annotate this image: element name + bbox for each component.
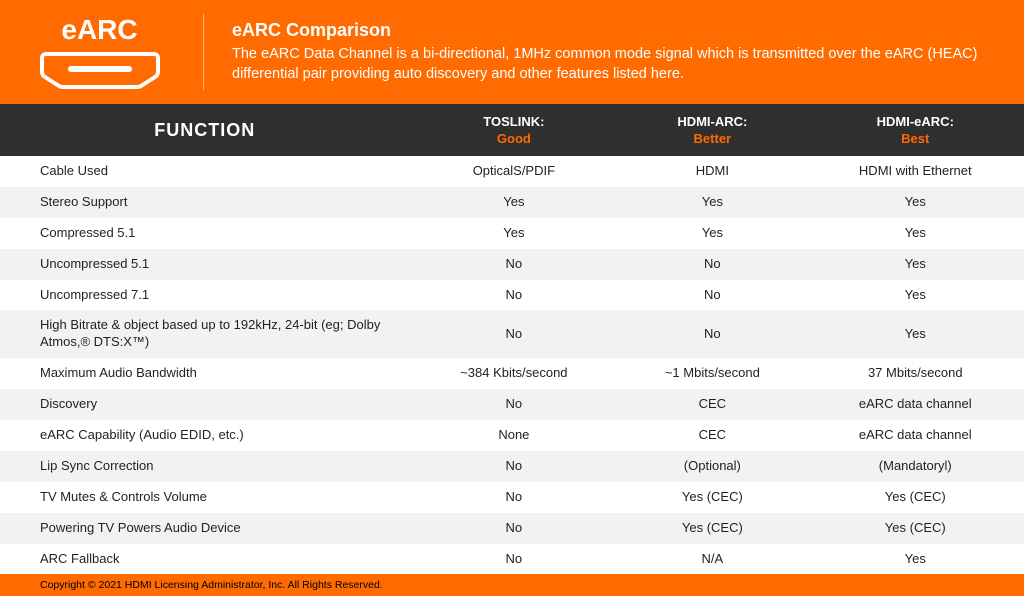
cell-earc: Yes (CEC) (807, 482, 1024, 513)
cell-toslink: No (410, 280, 619, 311)
cell-function: High Bitrate & object based up to 192kHz… (0, 310, 410, 358)
cell-earc: eARC data channel (807, 420, 1024, 451)
logo-label: eARC (61, 14, 137, 46)
banner-header: eARC eARC Comparison The eARC Data Chann… (0, 0, 1024, 104)
cell-function: eARC Capability (Audio EDID, etc.) (0, 420, 410, 451)
cell-function: TV Mutes & Controls Volume (0, 482, 410, 513)
table-row: Uncompressed 7.1NoNoYes (0, 280, 1024, 311)
col-earc-sub: Best (815, 131, 1016, 146)
table-row: Cable UsedOpticalS/PDIFHDMIHDMI with Eth… (0, 156, 1024, 187)
cell-function: Uncompressed 5.1 (0, 249, 410, 280)
table-row: Powering TV Powers Audio DeviceNoYes (CE… (0, 513, 1024, 544)
table-row: Uncompressed 5.1NoNoYes (0, 249, 1024, 280)
cell-arc: (Optional) (618, 451, 806, 482)
cell-toslink: No (410, 451, 619, 482)
cell-toslink: No (410, 513, 619, 544)
cell-earc: Yes (807, 544, 1024, 575)
cell-toslink: OpticalS/PDIF (410, 156, 619, 187)
col-earc: HDMI-eARC: Best (807, 104, 1024, 156)
table-row: Compressed 5.1YesYesYes (0, 218, 1024, 249)
table-row: Maximum Audio Bandwidth~384 Kbits/second… (0, 358, 1024, 389)
col-earc-label: HDMI-eARC: (877, 114, 954, 129)
col-toslink-label: TOSLINK: (483, 114, 544, 129)
col-toslink: TOSLINK: Good (410, 104, 619, 156)
logo-block: eARC (24, 14, 204, 90)
table-row: High Bitrate & object based up to 192kHz… (0, 310, 1024, 358)
cell-earc: Yes (807, 280, 1024, 311)
hdmi-port-icon (40, 50, 160, 90)
cell-earc: Yes (807, 187, 1024, 218)
table-row: ARC FallbackNoN/AYes (0, 544, 1024, 575)
cell-toslink: Yes (410, 218, 619, 249)
col-arc-sub: Better (626, 131, 798, 146)
cell-arc: HDMI (618, 156, 806, 187)
cell-arc: No (618, 249, 806, 280)
copyright-text: Copyright © 2021 HDMI Licensing Administ… (40, 579, 383, 591)
cell-function: Uncompressed 7.1 (0, 280, 410, 311)
cell-earc: (Mandatoryl) (807, 451, 1024, 482)
col-function: FUNCTION (0, 104, 410, 156)
table-body: Cable UsedOpticalS/PDIFHDMIHDMI with Eth… (0, 156, 1024, 574)
cell-arc: Yes (618, 187, 806, 218)
cell-function: Compressed 5.1 (0, 218, 410, 249)
cell-toslink: None (410, 420, 619, 451)
cell-arc: CEC (618, 389, 806, 420)
cell-toslink: ~384 Kbits/second (410, 358, 619, 389)
cell-arc: N/A (618, 544, 806, 575)
cell-function: Powering TV Powers Audio Device (0, 513, 410, 544)
cell-function: Discovery (0, 389, 410, 420)
cell-arc: CEC (618, 420, 806, 451)
col-arc-label: HDMI-ARC: (677, 114, 747, 129)
cell-toslink: No (410, 389, 619, 420)
cell-arc: Yes (CEC) (618, 482, 806, 513)
cell-toslink: No (410, 544, 619, 575)
cell-earc: 37 Mbits/second (807, 358, 1024, 389)
table-header-row: FUNCTION TOSLINK: Good HDMI-ARC: Better … (0, 104, 1024, 156)
cell-function: ARC Fallback (0, 544, 410, 575)
cell-earc: eARC data channel (807, 389, 1024, 420)
cell-earc: Yes (807, 218, 1024, 249)
header-description: The eARC Data Channel is a bi-directiona… (232, 45, 1000, 84)
cell-toslink: No (410, 310, 619, 358)
comparison-table: FUNCTION TOSLINK: Good HDMI-ARC: Better … (0, 104, 1024, 574)
table-row: DiscoveryNoCECeARC data channel (0, 389, 1024, 420)
cell-earc: Yes (807, 310, 1024, 358)
col-toslink-sub: Good (418, 131, 611, 146)
table-row: eARC Capability (Audio EDID, etc.)NoneCE… (0, 420, 1024, 451)
footer: Copyright © 2021 HDMI Licensing Administ… (0, 574, 1024, 596)
cell-arc: ~1 Mbits/second (618, 358, 806, 389)
cell-earc: Yes (CEC) (807, 513, 1024, 544)
cell-arc: No (618, 310, 806, 358)
cell-function: Maximum Audio Bandwidth (0, 358, 410, 389)
col-arc: HDMI-ARC: Better (618, 104, 806, 156)
cell-earc: Yes (807, 249, 1024, 280)
table-row: Lip Sync CorrectionNo(Optional)(Mandator… (0, 451, 1024, 482)
cell-earc: HDMI with Ethernet (807, 156, 1024, 187)
cell-function: Cable Used (0, 156, 410, 187)
cell-toslink: No (410, 482, 619, 513)
cell-function: Lip Sync Correction (0, 451, 410, 482)
cell-toslink: No (410, 249, 619, 280)
cell-arc: Yes (CEC) (618, 513, 806, 544)
header-text: eARC Comparison The eARC Data Channel is… (204, 20, 1000, 84)
header-title: eARC Comparison (232, 20, 1000, 41)
table-row: Stereo SupportYesYesYes (0, 187, 1024, 218)
cell-arc: No (618, 280, 806, 311)
table-row: TV Mutes & Controls VolumeNoYes (CEC)Yes… (0, 482, 1024, 513)
cell-function: Stereo Support (0, 187, 410, 218)
cell-toslink: Yes (410, 187, 619, 218)
cell-arc: Yes (618, 218, 806, 249)
